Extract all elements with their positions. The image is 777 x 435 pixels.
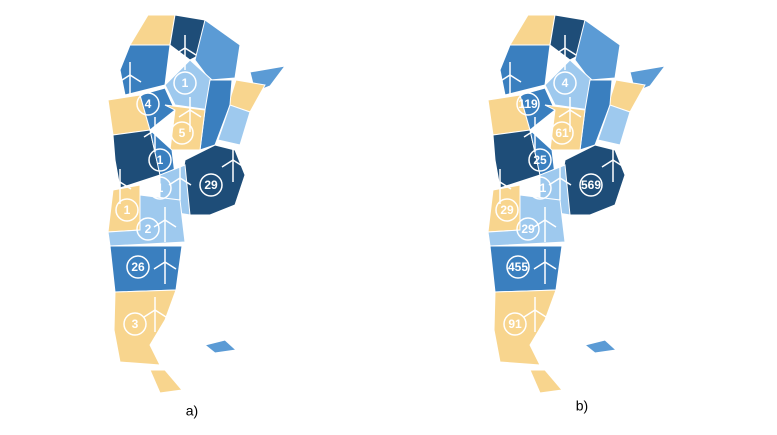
marker-circle xyxy=(550,121,574,145)
marker-circle xyxy=(503,312,527,336)
marker-value: 4 xyxy=(562,76,569,90)
marker-circle xyxy=(528,176,552,200)
marker-value: 26 xyxy=(131,260,145,274)
marker-circle xyxy=(516,217,540,241)
marker-circle xyxy=(199,173,223,197)
marker-circle xyxy=(136,92,160,116)
marker-value: 91 xyxy=(508,317,522,331)
marker-value: 5 xyxy=(179,126,186,140)
marker-circle xyxy=(126,255,150,279)
marker-value: 11 xyxy=(534,181,547,195)
marker-circle xyxy=(516,92,540,116)
marker-value: 119 xyxy=(518,97,538,111)
marker-circle xyxy=(528,148,552,172)
marker-value: 569 xyxy=(581,178,601,192)
map-b xyxy=(487,14,666,394)
marker-circle xyxy=(579,173,603,197)
marker-value: 3 xyxy=(132,317,139,331)
marker-circle xyxy=(173,71,197,95)
marker-circle xyxy=(136,217,160,241)
marker-value: 455 xyxy=(508,260,528,274)
marker-circle xyxy=(506,255,530,279)
marker-circle xyxy=(115,198,139,222)
marker-value: 1 xyxy=(124,203,131,217)
marker-value: 2 xyxy=(145,222,152,236)
marker-circle xyxy=(123,312,147,336)
marker-value: 1 xyxy=(157,181,164,195)
marker-circle xyxy=(495,198,519,222)
marker-circle xyxy=(553,71,577,95)
marker-value: 4 xyxy=(145,97,152,111)
caption: b) xyxy=(576,398,588,414)
marker-value: 29 xyxy=(204,178,218,192)
marker-value: 29 xyxy=(521,222,535,236)
marker-value: 25 xyxy=(533,153,547,167)
marker-value: 1 xyxy=(157,153,164,167)
marker-value: 29 xyxy=(500,203,514,217)
marker-circle xyxy=(170,121,194,145)
marker-value: 61 xyxy=(555,126,569,140)
marker-circle xyxy=(148,148,172,172)
marker-value: 1 xyxy=(182,76,189,90)
map-a xyxy=(107,14,286,394)
caption: a) xyxy=(186,403,198,419)
marker-circle xyxy=(148,176,172,200)
